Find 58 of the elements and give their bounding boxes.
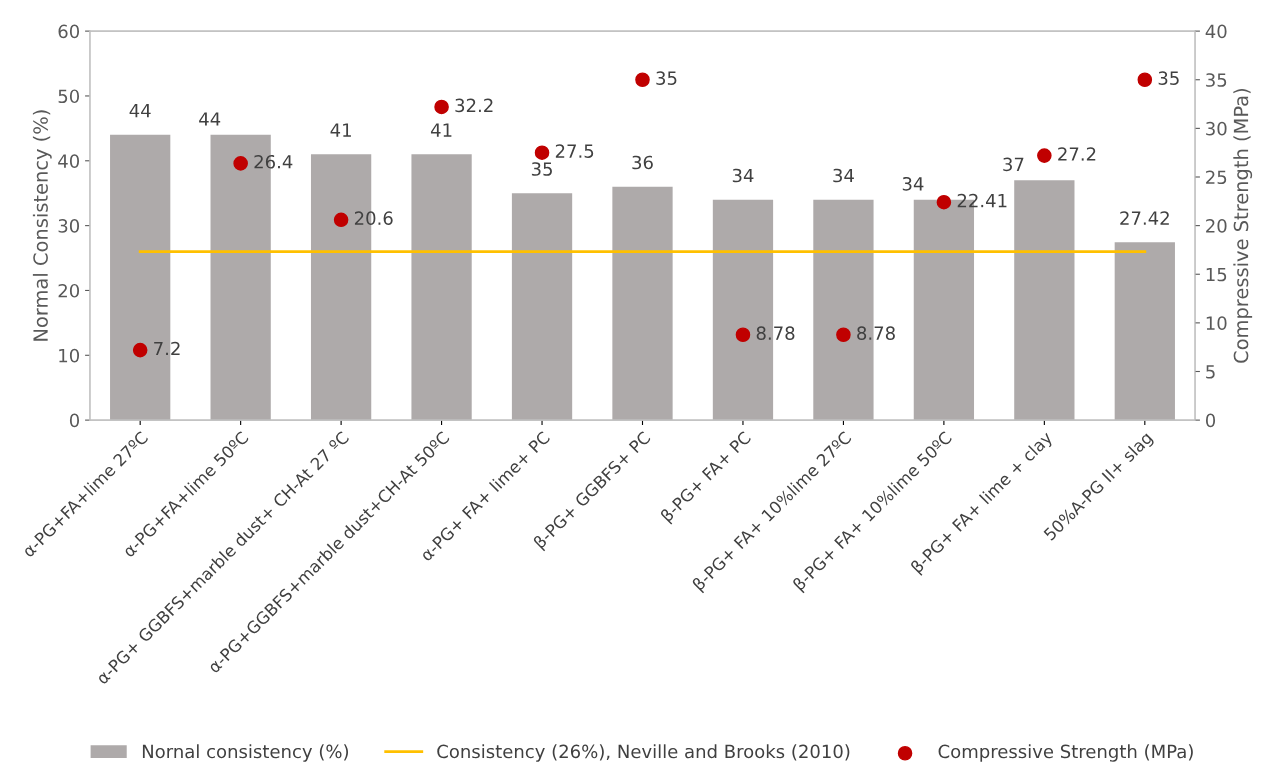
bar — [612, 186, 673, 421]
point — [333, 212, 349, 228]
y-tick-label: 0 — [69, 413, 80, 428]
point — [1137, 72, 1153, 88]
y-tick-label: 10 — [59, 348, 80, 363]
y2-tick-label: 0 — [1205, 413, 1216, 428]
y2-tick-label: 15 — [1206, 267, 1227, 282]
y-tick-label: 50 — [58, 89, 80, 104]
y2-tick-label: 25 — [1206, 170, 1227, 185]
data-label: 34 — [902, 176, 924, 191]
point — [534, 145, 550, 160]
data-label: 20.6 — [354, 211, 393, 226]
bar — [1114, 242, 1175, 421]
point — [936, 194, 952, 210]
data-label: 34 — [833, 168, 854, 183]
data-label: 37 — [1003, 157, 1024, 172]
y2-tick-label: 10 — [1206, 316, 1227, 330]
legend-label: Nornal consistency (%) — [142, 744, 349, 762]
y-tick-label: 30 — [58, 219, 80, 233]
data-label: 34 — [732, 168, 754, 183]
y-tick-label: 20 — [58, 283, 80, 298]
y2-tick-label: 40 — [1205, 24, 1227, 39]
data-label: 44 — [199, 112, 221, 126]
data-label: 35 — [1158, 71, 1179, 85]
bar — [511, 193, 573, 421]
y2-tick-label: 20 — [1206, 219, 1227, 233]
data-label: 36 — [632, 155, 653, 170]
data-label: 41 — [430, 123, 452, 137]
legend-label: Compressive Strength (MPa) — [938, 744, 1193, 762]
data-label: 44 — [129, 104, 151, 118]
point — [836, 327, 851, 343]
point — [635, 72, 650, 88]
data-label: 35 — [656, 71, 677, 85]
y2-tick-label: 35 — [1206, 73, 1227, 87]
y-tick-label: 60 — [58, 24, 80, 39]
data-label: 8.78 — [756, 326, 795, 340]
point — [132, 342, 148, 358]
data-label: 27.2 — [1058, 147, 1096, 161]
point — [1037, 148, 1052, 163]
data-label: 27.42 — [1120, 211, 1169, 225]
point — [233, 156, 248, 171]
y2-axis-title: Compressive Strength (MPa) — [1233, 89, 1253, 363]
y-tick-label: 40 — [58, 154, 80, 168]
bar — [1014, 180, 1075, 421]
legend-label: Consistency (26%), Neville and Brooks (2010) — [437, 744, 850, 762]
data-label: 26.4 — [254, 154, 293, 169]
bar — [411, 154, 472, 421]
data-label: 32.2 — [455, 98, 493, 113]
data-label: 27.5 — [555, 144, 594, 158]
y-axis-title: Normal Consistency (%) — [32, 110, 52, 341]
y2-tick-label: 30 — [1206, 121, 1227, 136]
data-label: 22.41 — [957, 193, 1007, 208]
y2-tick-label: 5 — [1206, 365, 1215, 379]
point — [735, 327, 751, 343]
data-label: 41 — [330, 123, 351, 137]
data-label: 8.78 — [857, 326, 895, 340]
point — [434, 99, 449, 115]
data-label: 35 — [531, 162, 552, 176]
